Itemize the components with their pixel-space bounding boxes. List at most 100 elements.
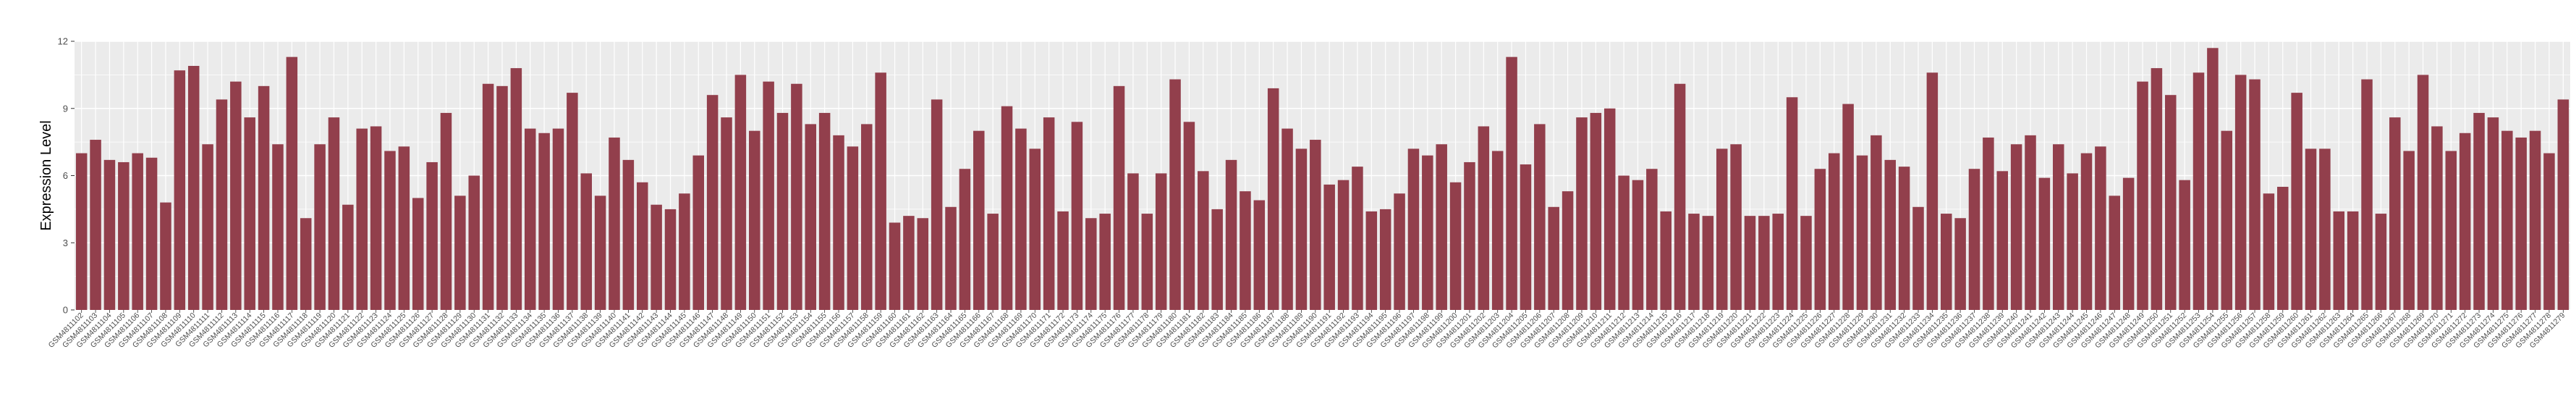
bar [1618,175,1630,310]
bar [2053,144,2064,310]
bar [2109,196,2121,310]
bar [1015,128,1027,310]
bar [2095,146,2106,310]
bar [2417,75,2429,311]
bar [2291,93,2302,311]
bar [2277,186,2289,310]
bar [636,182,648,310]
bar [1548,206,1559,310]
bar [609,137,620,310]
bar [174,70,186,310]
bar [1155,173,1167,310]
bar [847,146,859,310]
bar [763,81,774,311]
bar [2263,193,2275,310]
bar [959,169,971,310]
bars [75,48,2569,311]
bar [328,117,340,310]
bar [384,151,396,310]
bar [202,144,213,310]
bar [2192,72,2205,310]
bar [1253,200,1266,310]
bar [1968,169,1980,310]
bar [2403,151,2415,310]
bar [2137,81,2148,311]
bar [2501,130,2513,310]
bar [370,126,382,310]
bar [1576,117,1588,310]
bar [664,209,677,311]
bar [1603,108,1616,310]
bar [1240,191,1251,310]
bar [2543,153,2555,310]
y-tick-label: 9 [63,103,68,114]
bar [2249,79,2261,310]
bar [594,196,606,310]
bar [118,161,130,310]
bar [2234,75,2247,311]
bar [861,124,873,310]
bar [2361,79,2373,310]
bar [75,153,88,310]
bar [1422,155,1433,310]
bar [454,196,466,310]
bar [482,83,494,311]
bar [1337,180,1350,310]
bar [187,66,200,310]
bar [679,193,690,310]
bar [1281,128,1293,310]
bar [2165,95,2177,310]
bar [538,133,550,310]
bar [2333,211,2345,310]
bar [833,135,844,310]
bar [734,75,747,311]
bar [1449,182,1462,310]
bar [2207,48,2219,310]
bar [468,175,480,310]
bar [2122,177,2135,310]
bar [1352,167,1363,310]
bar [2319,148,2331,310]
bar [2473,112,2485,310]
bar [1379,209,1391,311]
bar [1436,144,1447,310]
bar [889,222,901,310]
bar [2389,117,2401,310]
bar [1057,211,1069,310]
bar [90,140,101,310]
bar [286,56,298,310]
bar [2445,151,2457,310]
bar [1043,117,1055,310]
bar [1688,214,1700,310]
bar [440,112,452,310]
bar [2431,126,2443,310]
bar [1099,214,1111,310]
bar [1267,88,1279,311]
bar [1941,214,1952,310]
bar [2557,99,2569,310]
bar [2010,144,2022,310]
bar [1646,169,1658,310]
bar [216,99,228,310]
bar [1029,148,1041,310]
bar [945,206,957,310]
bar [791,83,802,311]
bar [2025,135,2036,310]
bar [1085,218,1097,310]
bar [1758,216,1770,310]
bar [1198,171,1209,310]
bar [1295,148,1308,310]
bar [1674,83,1686,311]
bar [1127,173,1139,310]
bar [1800,216,1812,310]
bar [1211,209,1223,311]
bar [524,128,536,310]
bar [103,159,116,310]
bar [356,128,368,310]
bar [1225,159,1237,310]
bar [1772,214,1784,310]
bar [2347,211,2359,310]
bar [1702,216,1714,310]
bar [973,130,985,310]
bar [496,85,508,310]
